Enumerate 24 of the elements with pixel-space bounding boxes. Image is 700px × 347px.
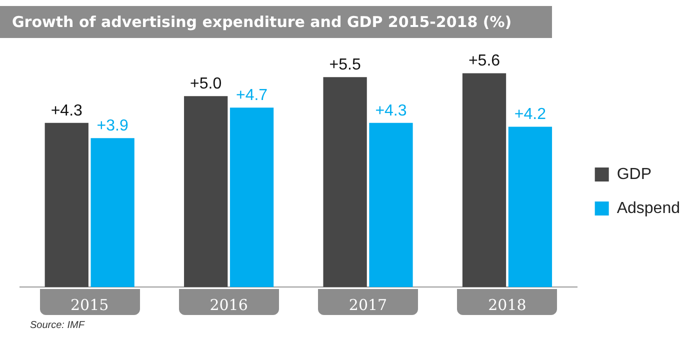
data-label: +5.0 — [190, 76, 222, 93]
x-tick-label: 2017 — [348, 296, 388, 314]
data-label: +4.3 — [50, 102, 83, 120]
legend-label: GDP — [616, 166, 652, 183]
bar — [369, 122, 413, 287]
chart-title: Growth of advertising expenditure and GDP 2015-2018 (%) — [0, 6, 552, 38]
data-label: +4.3 — [375, 102, 407, 120]
data-label: +4.2 — [514, 106, 546, 124]
bar — [44, 122, 88, 287]
data-label: +3.9 — [96, 118, 128, 135]
x-tick-label: 2015 — [70, 296, 109, 314]
data-label: +4.7 — [236, 87, 268, 104]
bar — [90, 138, 134, 287]
data-label: +5.5 — [329, 56, 361, 74]
x-tick-label: 2018 — [488, 296, 526, 314]
legend-label: Adspend — [616, 200, 680, 217]
bar — [462, 73, 506, 287]
source-note: Source: IMF — [30, 320, 84, 331]
data-label: +5.6 — [468, 52, 500, 70]
bar — [323, 77, 367, 287]
bar — [184, 96, 228, 287]
x-tick-label: 2016 — [210, 296, 248, 314]
bar — [508, 126, 552, 287]
bar — [230, 108, 274, 287]
